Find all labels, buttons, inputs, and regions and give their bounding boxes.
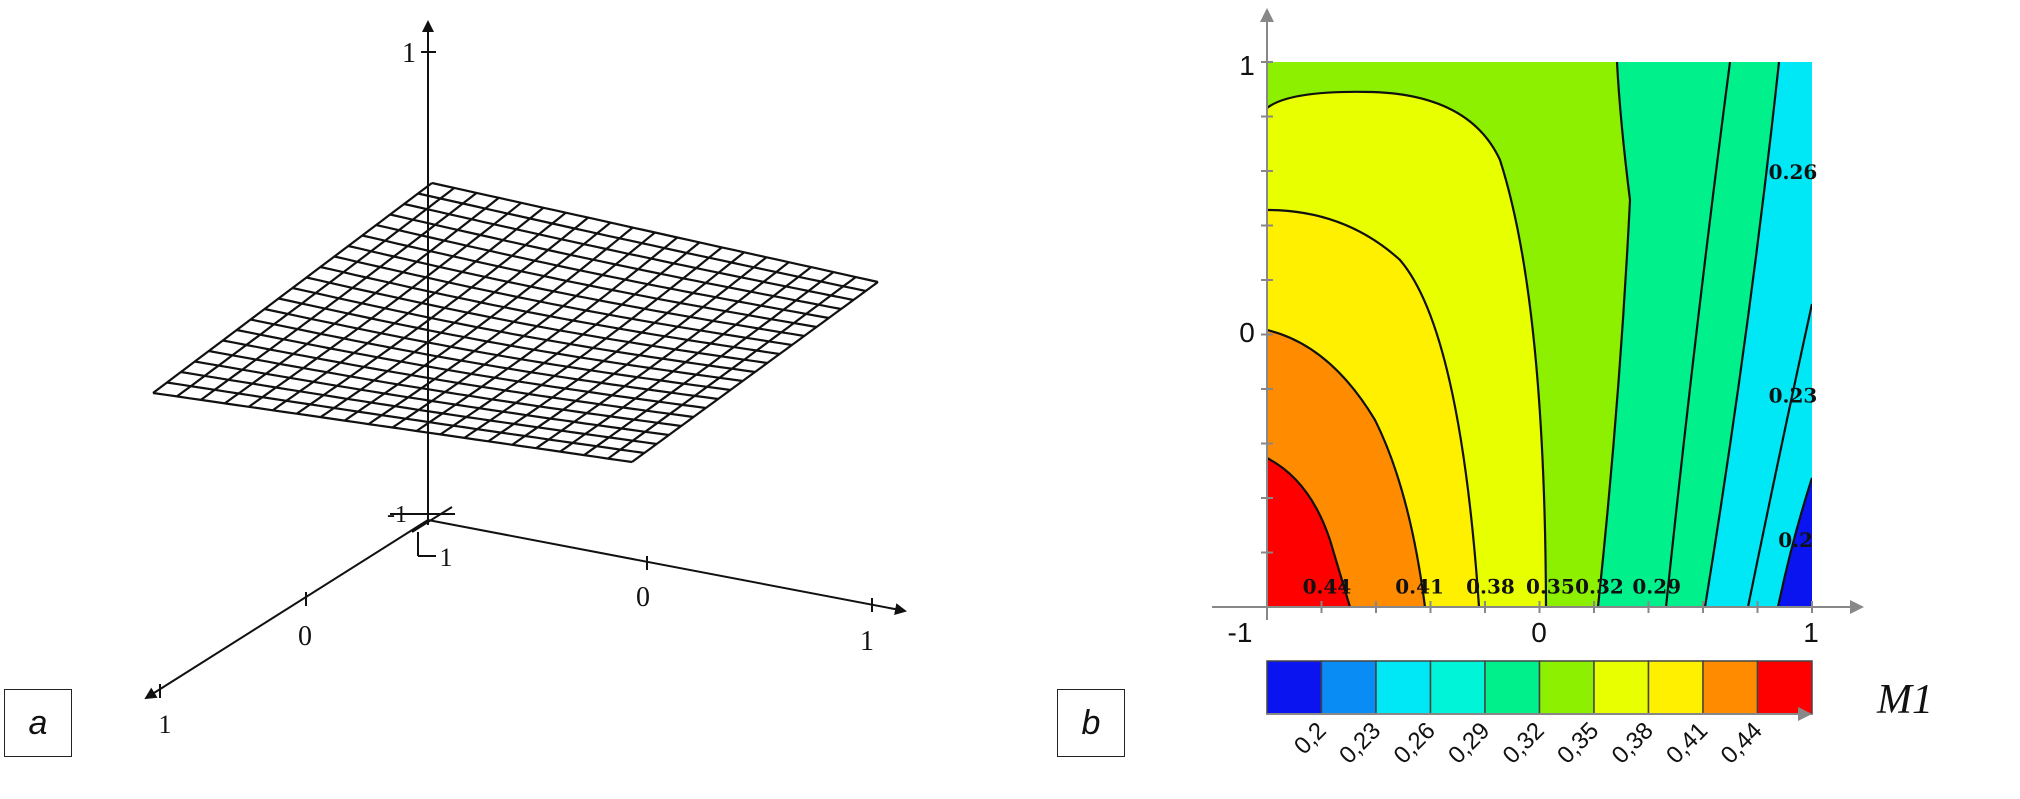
colorbar-tick-label: 0,2 [1289, 717, 1332, 760]
surface-mesh-line [292, 286, 756, 374]
contour-x-tick-label-max: 1 [1803, 617, 1819, 648]
surface-mesh-line [166, 381, 645, 455]
contour-y-tick-label-max: 1 [1239, 50, 1255, 81]
colorbar-title: M1 [1876, 677, 1933, 723]
contour-line-0.29 [1664, 62, 1732, 607]
colorbar-tick-label: 0,44 [1716, 717, 1768, 769]
surface-mesh-line [306, 276, 768, 365]
contour-field [1267, 62, 1812, 607]
surface-mesh-line [320, 265, 780, 356]
contour-x-tick-label-min: -1 [1228, 617, 1253, 648]
colorbar-cell [1647, 660, 1704, 715]
colorbar-tick-labels: 0,2 0,23 0,26 0,29 0,32 0,35 0,38 0,41 0,44 [1289, 717, 1768, 769]
colorbar-cell [1320, 660, 1377, 715]
surface-plot-panel: 1 -1 1 0 1 0 1 [144, 20, 907, 739]
y-tick-label-1: 1 [159, 710, 172, 739]
x-tick-label-1: 1 [860, 626, 874, 657]
contour-y-tick-label-mid: 0 [1239, 317, 1255, 348]
surface-mesh-line [417, 192, 866, 293]
contour-line-0.26 [1703, 62, 1781, 607]
origin-diag [411, 506, 453, 533]
surface-mesh-line [236, 328, 706, 410]
panel-a-label: a [4, 689, 72, 757]
contour-label: 0.2 [1778, 528, 1813, 552]
colorbar-cell [1756, 660, 1813, 715]
contour-ticks [1261, 61, 1813, 613]
surface-mesh-line [403, 202, 854, 302]
surface-mesh-line [334, 255, 793, 347]
contour-label: 0.38 [1466, 574, 1515, 598]
colorbar-tick-label: 0,23 [1334, 717, 1386, 769]
surface-mesh-line [222, 339, 694, 419]
colorbar-cell [1375, 660, 1432, 715]
contour-label: 0.23 [1769, 384, 1818, 408]
surface-mesh-line [152, 391, 633, 464]
contour-label: 0.35 [1526, 574, 1575, 598]
contour-label: 0.26 [1769, 160, 1818, 184]
colorbar-tick-label: 0,35 [1552, 717, 1604, 769]
contour-label: 0.32 [1575, 574, 1624, 598]
surface-mesh-line [180, 370, 657, 446]
surface-mesh-line [431, 181, 879, 284]
contour-label: 0.44 [1303, 574, 1352, 598]
origin-label-left: -1 [387, 502, 407, 528]
x-axis [427, 519, 907, 616]
surface-mesh [152, 181, 879, 464]
surface-mesh-line [278, 297, 743, 383]
surface-mesh-line [250, 318, 719, 401]
contour-label: 0.41 [1395, 574, 1444, 598]
contour-line-0.44 [1267, 457, 1352, 607]
y-tick-label-0: 0 [298, 621, 312, 652]
contour-line-0.32 [1596, 62, 1632, 607]
x-tick-label-0: 0 [636, 582, 650, 613]
contour-line-0.35 [1267, 90, 1548, 607]
colorbar-tick-label: 0,32 [1498, 717, 1550, 769]
contour-labels: 0.44 0.41 0.38 0.35 0.32 0.29 0.26 0.23 0.2 [1303, 160, 1818, 598]
colorbar-cell [1484, 660, 1541, 715]
colorbar-tick-label: 0,26 [1389, 717, 1441, 769]
colorbar-cell [1266, 660, 1323, 715]
colorbar-cell [1429, 660, 1486, 715]
surface-mesh-line [194, 360, 670, 437]
surface-mesh-line [208, 349, 682, 428]
colorbar-cell [1593, 660, 1650, 715]
y-axis [144, 519, 429, 700]
contour-line-0.2 [1776, 477, 1812, 607]
z-max-label: 1 [402, 38, 416, 69]
contour-region-max [1267, 458, 1350, 607]
colorbar-tick-label: 0,38 [1607, 717, 1659, 769]
surface-mesh-line [375, 223, 829, 320]
contour-lines [1267, 62, 1812, 607]
surface-mesh-line [264, 307, 731, 392]
contour-line-0.38 [1267, 208, 1481, 607]
contour-line-0.23 [1746, 303, 1812, 607]
origin-label-right: 1 [440, 543, 453, 572]
contour-x-tick-label-mid: 0 [1531, 617, 1547, 648]
colorbar-tick-label: 0,41 [1661, 717, 1713, 769]
surface-mesh-line [362, 234, 817, 329]
contour-line-0.41 [1267, 328, 1427, 607]
surface-mesh-line [389, 213, 842, 311]
colorbar [1266, 660, 1813, 715]
colorbar-cell [1538, 660, 1595, 715]
colorbar-cell [1702, 660, 1759, 715]
colorbar-tick-label: 0,29 [1443, 717, 1495, 769]
contour-label: 0.29 [1632, 574, 1681, 598]
contour-plot-panel: -1 0 1 0 1 0.44 0.41 0.38 0.35 0.32 0.290.260… [1212, 8, 1933, 769]
surface-mesh-line [348, 244, 805, 338]
panel-b-label: b [1057, 689, 1125, 757]
